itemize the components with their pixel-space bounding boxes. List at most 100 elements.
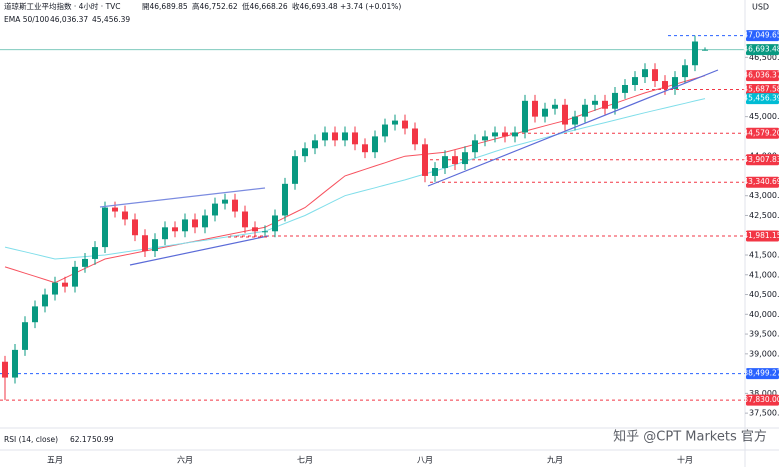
candle-body bbox=[62, 282, 68, 287]
candle-body bbox=[12, 349, 18, 378]
candle-body bbox=[432, 168, 438, 176]
candle-body bbox=[112, 207, 118, 212]
price-tag bbox=[746, 30, 779, 42]
ohlc-high: 高46,752.62 bbox=[192, 1, 238, 11]
candle-body bbox=[452, 156, 458, 165]
candle-body bbox=[482, 136, 488, 141]
candle-body bbox=[462, 152, 468, 165]
ema-label: EMA 50/100 bbox=[4, 15, 49, 24]
candle-body bbox=[512, 132, 518, 137]
candle-body bbox=[312, 140, 318, 149]
candle-body bbox=[472, 140, 478, 153]
candle-body bbox=[372, 136, 378, 153]
candle-body bbox=[142, 235, 148, 252]
x-tick-label: 七月 bbox=[297, 456, 313, 465]
ohlc-low: 低46,668.26 bbox=[242, 1, 288, 11]
price-tag bbox=[746, 230, 779, 242]
y-tick-label: 46,500.00 bbox=[749, 53, 779, 62]
candle-body bbox=[182, 219, 188, 232]
candle-body bbox=[572, 116, 578, 125]
candle-body bbox=[602, 100, 608, 109]
candle-body bbox=[162, 227, 168, 240]
watermark: 知乎 @CPT Markets 官方 bbox=[613, 429, 767, 445]
candle-body bbox=[332, 132, 338, 141]
price-tag bbox=[746, 127, 779, 139]
candle-body bbox=[642, 69, 648, 78]
ohlc-open: 開46,689.85 bbox=[142, 2, 188, 11]
price-tag-label: 43,907.83 bbox=[743, 155, 779, 164]
candle-body bbox=[122, 211, 128, 220]
y-tick-label: 39,500.00 bbox=[749, 330, 779, 339]
candle-body bbox=[212, 203, 218, 216]
candle-body bbox=[412, 128, 418, 145]
price-tag bbox=[746, 154, 779, 166]
price-tag bbox=[746, 83, 779, 95]
trend-line bbox=[129, 235, 269, 266]
price-tag bbox=[746, 368, 779, 380]
candle-body bbox=[222, 199, 228, 204]
candle-body bbox=[672, 77, 678, 89]
price-tag bbox=[746, 176, 779, 188]
rsi-value: 62.17 bbox=[70, 435, 92, 444]
candle-body bbox=[662, 81, 668, 89]
candle-body bbox=[192, 219, 198, 228]
price-tag-label: 46,693.48 bbox=[743, 45, 779, 54]
candle-body bbox=[102, 207, 108, 248]
y-tick-label: 42,500.00 bbox=[749, 211, 779, 220]
candle-body bbox=[402, 120, 408, 129]
candle-body bbox=[702, 49, 708, 51]
price-tag bbox=[746, 394, 779, 406]
candle-body bbox=[682, 65, 688, 78]
candle-body bbox=[442, 156, 448, 169]
ema-value: 45,456.39 bbox=[92, 15, 130, 24]
price-tag-label: 47,049.65 bbox=[743, 31, 779, 40]
candle-body bbox=[292, 156, 298, 184]
ema-value: 46,036.37 bbox=[50, 15, 88, 24]
candle-body bbox=[202, 215, 208, 228]
candle-body bbox=[242, 211, 248, 228]
y-tick-label: 41,500.00 bbox=[749, 251, 779, 260]
candle-body bbox=[392, 120, 398, 125]
candle-body bbox=[362, 144, 368, 153]
candle-body bbox=[152, 239, 158, 252]
candle-body bbox=[252, 227, 258, 232]
currency: USD bbox=[752, 3, 769, 12]
candle-body bbox=[592, 100, 598, 105]
candle-body bbox=[52, 282, 58, 295]
candle-body bbox=[132, 219, 138, 236]
y-tick-label: 40,500.00 bbox=[749, 290, 779, 299]
candle-body bbox=[562, 104, 568, 125]
candle-body bbox=[522, 100, 528, 133]
candle-body bbox=[532, 100, 538, 117]
price-tag-label: 46,036.37 bbox=[743, 71, 779, 80]
price-tag-label: 45,687.58 bbox=[743, 84, 779, 93]
candle-body bbox=[302, 148, 308, 157]
price-tag-label: 45,456.39 bbox=[743, 94, 779, 103]
y-tick-label: 38,000.00 bbox=[749, 389, 779, 398]
candle-body bbox=[492, 132, 498, 137]
x-tick-label: 五月 bbox=[47, 456, 63, 465]
price-tag-label: 41,981.15 bbox=[743, 231, 779, 240]
price-tag-label: 38,499.27 bbox=[743, 369, 779, 378]
candle-body bbox=[22, 322, 28, 350]
candle-body bbox=[32, 306, 38, 323]
candle-body bbox=[262, 231, 268, 233]
candle-body bbox=[232, 199, 238, 212]
candle-body bbox=[632, 77, 638, 85]
symbol: 道琼斯工业平均指数 · 4小时 · TVC bbox=[4, 1, 121, 11]
candle-body bbox=[422, 144, 428, 176]
candle-body bbox=[322, 132, 328, 141]
y-tick-label: 39,000.00 bbox=[749, 349, 779, 358]
x-tick-label: 九月 bbox=[547, 456, 563, 465]
price-tag bbox=[746, 44, 779, 56]
price-tag bbox=[746, 70, 779, 82]
rsi-label: RSI (14, close) bbox=[4, 435, 58, 444]
candle-body bbox=[622, 85, 628, 93]
candle-body bbox=[502, 132, 508, 137]
candle-body bbox=[272, 215, 278, 232]
candle-body bbox=[92, 247, 98, 259]
candle-body bbox=[82, 258, 88, 267]
candle-body bbox=[382, 124, 388, 137]
y-tick-label: 43,000.00 bbox=[749, 191, 779, 200]
x-tick-label: 八月 bbox=[417, 456, 433, 465]
